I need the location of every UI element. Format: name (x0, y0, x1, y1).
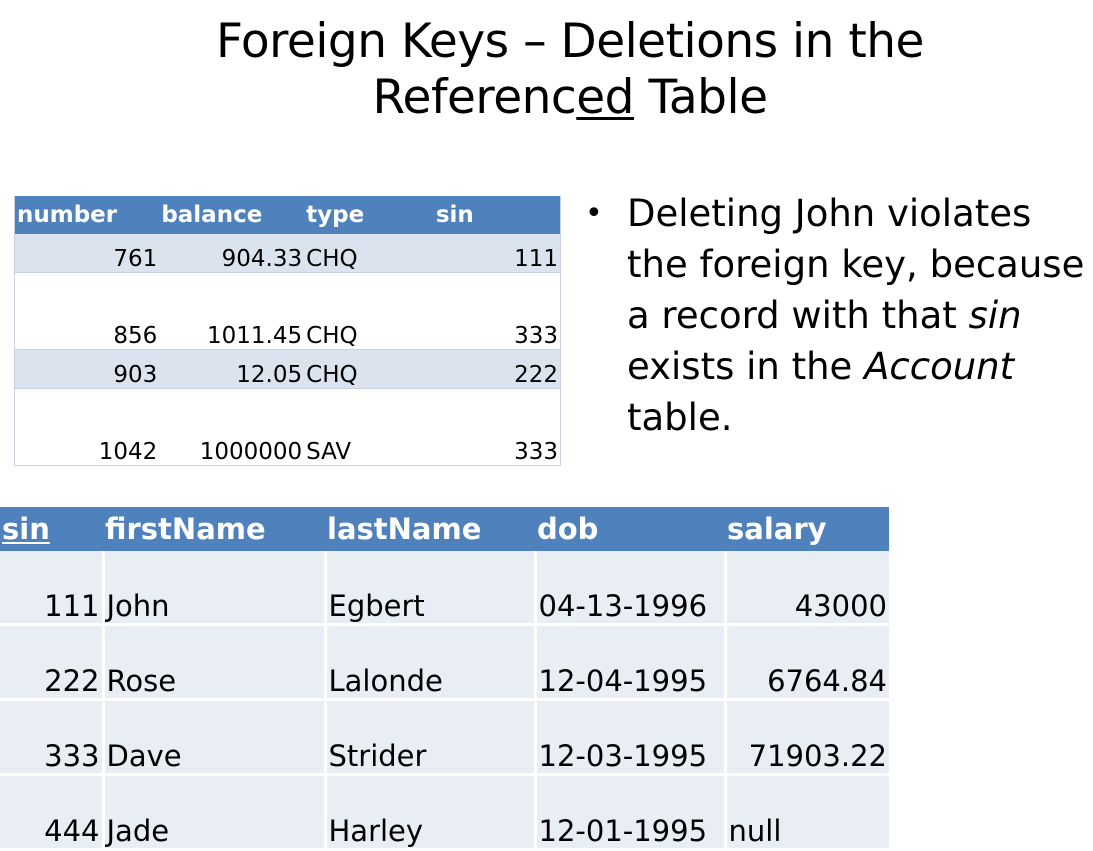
person-header-lastname: lastName (325, 507, 535, 551)
person-table: sin firstName lastName dob salary 111 Jo… (0, 507, 889, 851)
title-line-2: Referenced Table (90, 70, 1050, 126)
account-number-cell: 856 (14, 272, 160, 350)
table-row: 856 1011.45 CHQ 333 (14, 272, 561, 350)
person-header-sin: sin (0, 507, 103, 551)
account-type-cell: CHQ (304, 349, 434, 389)
account-number-cell: 761 (14, 234, 160, 273)
person-sin-cell: 222 (0, 624, 105, 701)
account-header-row: number balance type sin (14, 196, 561, 234)
person-salary-cell: null (725, 774, 889, 851)
account-sin-cell: 111 (433, 234, 561, 273)
account-sin-cell: 222 (433, 349, 561, 389)
account-balance-cell: 1000000 (159, 388, 305, 466)
account-sin-cell: 333 (433, 272, 561, 350)
person-salary-cell: 6764.84 (725, 624, 889, 701)
person-sin-cell: 333 (0, 699, 105, 776)
person-lastname-cell: Egbert (325, 551, 537, 626)
person-dob-cell: 12-01-1995 (535, 774, 727, 851)
person-header-salary: salary (725, 507, 889, 551)
bullet-list: • Deleting John violates the foreign key… (585, 188, 1085, 443)
bullet-account-word: Account (864, 345, 1015, 388)
title-line-1: Foreign Keys – Deletions in the (216, 14, 924, 69)
table-row: 222 Rose Lalonde 12-04-1995 6764.84 (0, 624, 889, 701)
account-number-cell: 903 (14, 349, 160, 389)
person-salary-cell: 43000 (725, 551, 889, 626)
title-line-2-start: Referenc (372, 70, 577, 125)
person-dob-cell: 12-03-1995 (535, 699, 727, 776)
bullet-text-1: Deleting John violates the foreign key, … (627, 192, 1085, 337)
table-row: 111 John Egbert 04-13-1996 43000 (0, 551, 889, 626)
slide-title: Foreign Keys – Deletions in the Referenc… (90, 14, 1050, 126)
account-balance-cell: 1011.45 (159, 272, 305, 350)
bullet-item: • Deleting John violates the foreign key… (585, 188, 1085, 443)
account-header-balance: balance (159, 196, 305, 234)
person-firstname-cell: Dave (103, 699, 327, 776)
person-header-row: sin firstName lastName dob salary (0, 507, 889, 551)
person-firstname-cell: Jade (103, 774, 327, 851)
account-header-type: type (304, 196, 434, 234)
person-salary-cell: 71903.22 (725, 699, 889, 776)
account-header-number: number (14, 196, 160, 234)
bullet-text-2: exists in the (627, 345, 865, 388)
bullet-marker: • (585, 196, 603, 231)
table-row: 903 12.05 CHQ 222 (14, 349, 561, 389)
person-lastname-cell: Strider (325, 699, 537, 776)
account-header-sin: sin (433, 196, 561, 234)
bullet-text-3: table. (627, 396, 733, 439)
table-row: 1042 1000000 SAV 333 (14, 388, 561, 466)
table-row: 761 904.33 CHQ 111 (14, 234, 561, 273)
person-lastname-cell: Lalonde (325, 624, 537, 701)
person-firstname-cell: John (103, 551, 327, 626)
account-balance-cell: 12.05 (159, 349, 305, 389)
table-row: 444 Jade Harley 12-01-1995 null (0, 774, 889, 851)
person-sin-cell: 444 (0, 774, 105, 851)
person-dob-cell: 12-04-1995 (535, 624, 727, 701)
person-dob-cell: 04-13-1996 (535, 551, 727, 626)
person-header-dob: dob (535, 507, 725, 551)
account-table: number balance type sin 761 904.33 CHQ 1… (14, 196, 561, 466)
account-type-cell: SAV (304, 388, 434, 466)
account-balance-cell: 904.33 (159, 234, 305, 273)
title-underlined-suffix: ed (576, 70, 635, 125)
person-lastname-cell: Harley (325, 774, 537, 851)
account-sin-cell: 333 (433, 388, 561, 466)
account-type-cell: CHQ (304, 272, 434, 350)
bullet-sin-word: sin (968, 294, 1022, 337)
account-type-cell: CHQ (304, 234, 434, 273)
person-sin-cell: 111 (0, 551, 105, 626)
title-line-2-end: Table (634, 70, 768, 125)
account-number-cell: 1042 (14, 388, 160, 466)
table-row: 333 Dave Strider 12-03-1995 71903.22 (0, 699, 889, 776)
person-header-sin-label: sin (2, 512, 50, 546)
person-header-firstname: firstName (103, 507, 325, 551)
person-firstname-cell: Rose (103, 624, 327, 701)
